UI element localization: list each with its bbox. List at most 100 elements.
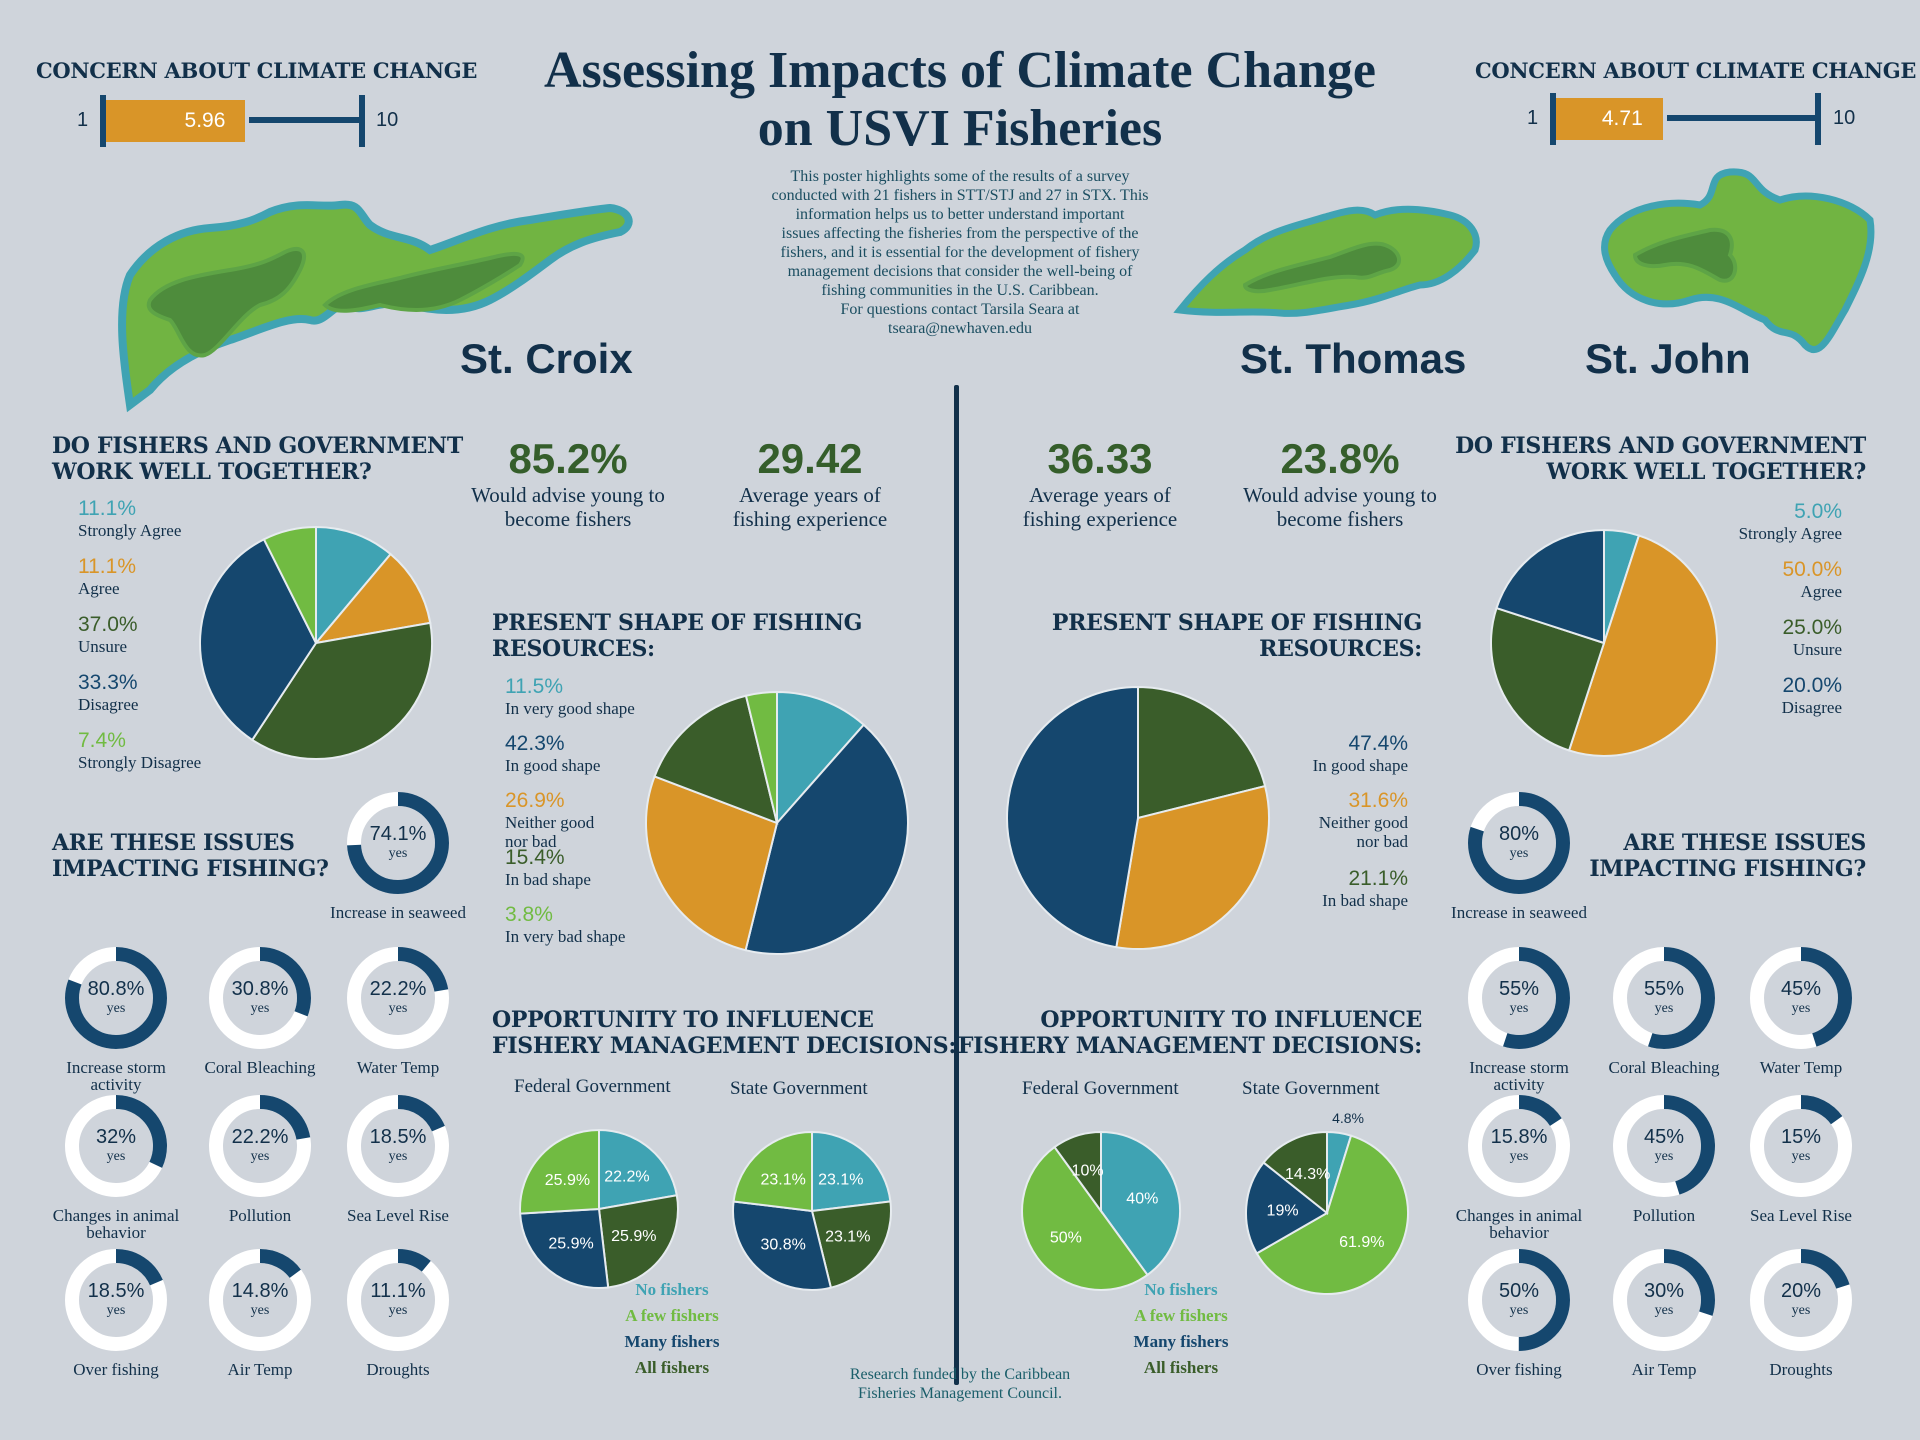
donut-yes-label: yes [250, 1149, 270, 1164]
donut-yes-label: yes [388, 1149, 408, 1164]
issue-donut: 18.5% yes [345, 1093, 451, 1199]
legend-label: Disagree [78, 695, 139, 714]
heading-line: ARE THESE ISSUES [52, 830, 295, 856]
donut-percent: 30% [1643, 1280, 1685, 1302]
pie-slice-in-bad-shape [1137, 685, 1267, 820]
influence-legend-item: Many fishers [1133, 1332, 1229, 1351]
issue-donut: 14.8% yes [207, 1247, 313, 1353]
influence-legend-item: All fishers [634, 1358, 710, 1377]
legend-percent: 11.1% [78, 497, 136, 520]
left-concern-scale: 1 5.96 10 [0, 95, 480, 150]
influence-legend-item: A few fishers [1134, 1306, 1228, 1325]
footer-line: Fisheries Management Council. [858, 1385, 1062, 1402]
legend-percent: 11.5% [505, 675, 563, 698]
donut-value-arc [209, 1249, 311, 1351]
legend-item: 42.3% In good shape [505, 732, 600, 775]
donut-ring [1613, 1095, 1715, 1197]
legend-item: 50.0% Agree [1782, 558, 1842, 601]
donut-ring [1468, 792, 1570, 894]
legend-percent: 25.0% [1782, 616, 1842, 639]
stat-label: Average years of [739, 483, 881, 507]
donut-yes-label: yes [1654, 1001, 1674, 1016]
legend-percent: 47.4% [1348, 732, 1408, 755]
legend-label: Neither good nor bad [1318, 813, 1408, 851]
donut-percent: 22.2% [369, 978, 427, 1000]
pie-slice-unsure [250, 621, 433, 760]
heading-line: FISHERY MANAGEMENT DECISIONS: [957, 1033, 1422, 1059]
donut-ring [209, 947, 311, 1049]
heading-line: OPPORTUNITY TO INFLUENCE [492, 1007, 874, 1033]
intro-line: fishing communities in the U.S. Caribbea… [821, 282, 1099, 299]
pie-slice-neither-good-nor-bad [645, 775, 779, 952]
donut-ring [209, 1249, 311, 1351]
heading-line: RESOURCES: [1259, 636, 1422, 662]
island-label-st-john: St. John [1585, 335, 1751, 382]
donut-ring [65, 1095, 167, 1197]
donut-yes-label: yes [106, 1303, 126, 1318]
pie-data-label: 61.9% [1339, 1234, 1384, 1251]
donut-percent: 30.8% [231, 978, 289, 1000]
donut-percent: 15% [1780, 1126, 1822, 1148]
donut-label: Droughts [1769, 1360, 1833, 1379]
donut-percent: 14.8% [231, 1280, 289, 1302]
center-divider [954, 385, 959, 1385]
intro-text: This poster highlights some of the resul… [720, 167, 1200, 338]
concern-bar-fill: 4.71 [1556, 98, 1663, 140]
scale-min: 1 [77, 109, 89, 131]
right-state-pie: 4.8% 61.9% 19% 14.3% [1245, 1110, 1409, 1295]
pie-slice-a-few-fishers [732, 1130, 813, 1213]
left-state-pie: 23.1% 23.1% 30.8% 23.1% [732, 1130, 892, 1291]
stat-label: become fishers [504, 507, 632, 531]
donut-yes-label: yes [1509, 846, 1529, 861]
donut-ring [1468, 1095, 1570, 1197]
influence-legend-item: All fishers [1143, 1358, 1219, 1377]
left-federal-label: Federal Government [514, 1076, 671, 1097]
right-work-together-pie [1490, 528, 1718, 757]
left-work-together-title: DO FISHERS AND GOVERNMENT WORK WELL TOGE… [52, 433, 463, 485]
legend-label: Strongly Disagree [78, 753, 202, 772]
donut-yes-label: yes [1509, 1001, 1529, 1016]
pie-data-label: 10% [1072, 1163, 1104, 1180]
donut-ring [1468, 1249, 1570, 1351]
donut-ring [1468, 947, 1570, 1049]
funding-note: Research funded by the Caribbean Fisheri… [760, 1365, 1160, 1403]
donut-value-arc [1468, 792, 1570, 894]
donut-percent: 32% [95, 1126, 137, 1148]
issue-donut: 30.8% yes [207, 945, 313, 1051]
left-concern-title: CONCERN ABOUT CLIMATE CHANGE [36, 58, 478, 83]
concern-bar-fill: 5.96 [106, 100, 246, 142]
donut-ring [347, 947, 449, 1049]
donut-value-arc [1613, 947, 1715, 1049]
legend-item: 20.0% Disagree [1782, 674, 1842, 717]
donut-percent: 74.1% [369, 823, 427, 845]
donut-value-arc [347, 792, 449, 894]
heading-line: WORK WELL TOGETHER? [52, 459, 372, 485]
right-stat-advise: 23.8% Would advise young to become fishe… [1220, 435, 1460, 531]
legend-label: Neither good nor bad [505, 813, 595, 851]
scale-min: 1 [1527, 107, 1539, 129]
donut-value-arc [1750, 1249, 1852, 1351]
legend-label: In very bad shape [505, 927, 626, 946]
donut-value-arc [1468, 1249, 1570, 1351]
pie-data-label: 40% [1126, 1191, 1158, 1208]
donut-label: Over fishing [73, 1360, 159, 1379]
legend-percent: 37.0% [78, 613, 138, 636]
right-present-shape-title: PRESENT SHAPE OF FISHING RESOURCES: [1052, 610, 1422, 662]
legend-item: 3.8% In very bad shape [505, 903, 625, 946]
stat-label: Average years of [1029, 483, 1171, 507]
donut-label: Pollution [1632, 1206, 1696, 1225]
issue-donut: 80.8% yes [63, 945, 169, 1051]
donut-yes-label: yes [250, 1303, 270, 1318]
donut-label: Increase storm activity [66, 1058, 166, 1094]
issue-donut: 45% yes [1748, 945, 1854, 1051]
donut-percent: 80% [1498, 823, 1540, 845]
footer-line: Research funded by the Caribbean [849, 1366, 1071, 1383]
issue-donut: 32% yes [63, 1093, 169, 1199]
donut-label: Increase storm activity [1469, 1058, 1569, 1094]
stat-value: 29.42 [757, 435, 863, 482]
donut-value-arc [347, 1095, 449, 1197]
pie-slice-in-good-shape [1006, 685, 1139, 949]
donut-label: Pollution [228, 1206, 292, 1225]
pie-slice-a-few-fishers [1021, 1145, 1149, 1291]
legend-label: In bad shape [505, 870, 591, 889]
